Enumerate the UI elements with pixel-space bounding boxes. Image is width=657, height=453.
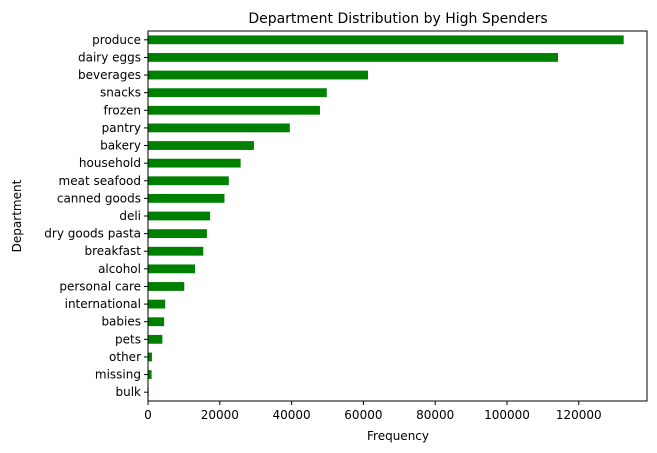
y-tick-label: canned goods (57, 191, 141, 205)
bar-pantry (148, 123, 290, 133)
x-tick-label: 120000 (556, 408, 602, 422)
y-tick-label: frozen (103, 103, 141, 117)
bar-dairy-eggs (148, 53, 558, 62)
y-tick-label: breakfast (84, 244, 141, 258)
bar-babies (148, 317, 165, 327)
bar-other (148, 352, 152, 362)
x-tick-label: 40000 (273, 408, 311, 422)
x-tick-label: 20000 (201, 408, 239, 422)
y-tick-label: dairy eggs (78, 50, 141, 64)
bars-layer (148, 35, 624, 397)
y-tick-label: international (65, 297, 141, 311)
x-tick-label: 100000 (484, 408, 530, 422)
x-tick-label: 80000 (416, 408, 454, 422)
plot-frame (147, 30, 648, 402)
y-tick-label: snacks (100, 86, 141, 100)
bar-pets (148, 334, 163, 344)
chart-title: Department Distribution by High Spenders (248, 11, 547, 27)
y-axis-label: Department (10, 179, 24, 252)
y-tick-label: missing (95, 368, 141, 382)
y-tick-label: bakery (100, 139, 141, 153)
bar-alcohol (148, 264, 196, 274)
bar-breakfast (148, 246, 204, 256)
y-tick-label: personal care (59, 279, 141, 293)
bar-frozen (148, 105, 320, 115)
y-tick-label: other (109, 350, 141, 364)
y-tick-label: dry goods pasta (44, 227, 141, 241)
bar-beverages (148, 70, 369, 80)
x-tick-label: 0 (144, 408, 152, 422)
bar-dry-goods-pasta (148, 229, 207, 239)
bar-missing (148, 370, 152, 379)
y-tick-label: household (79, 156, 141, 170)
y-tick-label: pets (115, 332, 141, 346)
y-tick-label: meat seafood (59, 174, 141, 188)
y-tick-label: alcohol (98, 262, 141, 276)
y-tick-label: bulk (115, 385, 141, 399)
bar-international (148, 299, 166, 309)
y-tick-label: babies (101, 315, 141, 329)
bar-personal-care (148, 282, 185, 291)
bar-household (148, 158, 241, 168)
x-axis-label: Frequency (367, 429, 429, 443)
x-tick-label: 60000 (344, 408, 382, 422)
y-tick-label: pantry (102, 121, 141, 135)
bar-bakery (148, 141, 254, 150)
bar-canned-goods (148, 193, 225, 203)
y-tick-label: deli (119, 209, 141, 223)
bar-meat-seafood (148, 176, 229, 186)
bar-snacks (148, 88, 327, 98)
x-ticks-layer: 0 20000 40000 60000 80000 100000 120000 (144, 401, 602, 422)
y-ticks-layer: produce dairy eggs beverages snacks frozen pa… (44, 33, 148, 399)
bar-deli (148, 211, 211, 221)
y-tick-label: beverages (78, 68, 141, 82)
bar-produce (148, 35, 624, 45)
y-tick-label: produce (92, 33, 141, 47)
